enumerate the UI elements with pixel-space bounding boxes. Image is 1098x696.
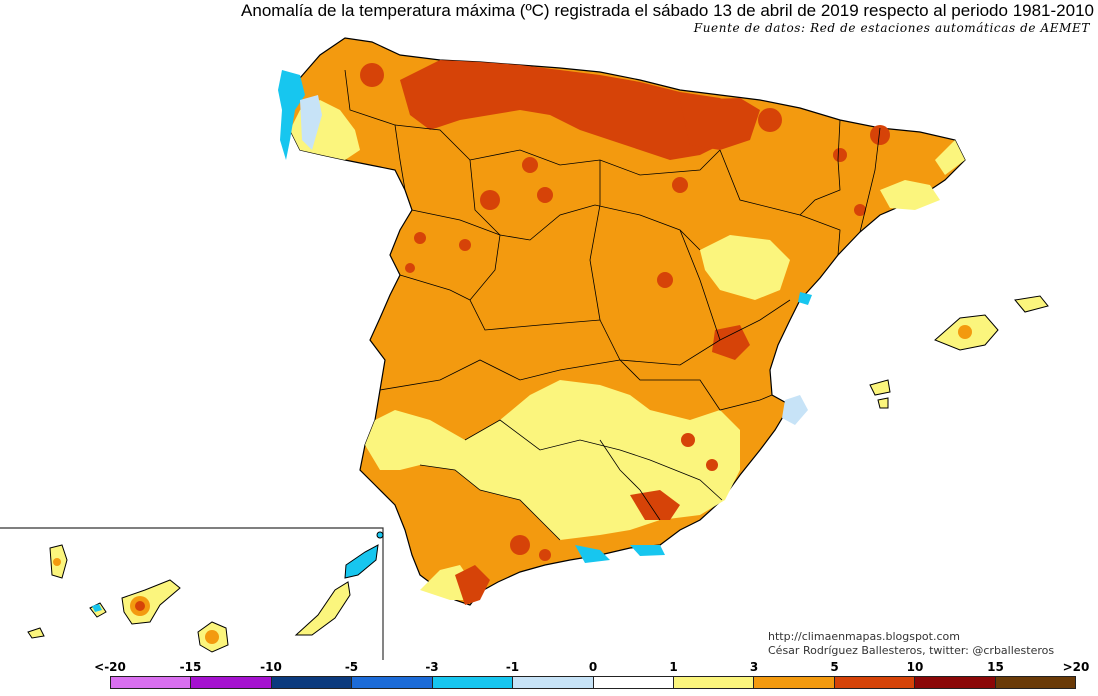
map-subtitle: Fuente de datos: Red de estaciones autom… xyxy=(693,21,1090,35)
credits: http://climaenmapas.blogspot.com César R… xyxy=(768,630,1054,658)
legend-label: -5 xyxy=(344,660,359,674)
legend-swatch-11 xyxy=(995,677,1076,688)
legend-labels: <-20 -15 -10 -5 -3 -1 0 1 3 5 10 15 >20 xyxy=(0,660,1098,674)
anomaly-zone-5-10 xyxy=(360,60,890,605)
legend-swatch-9 xyxy=(834,677,916,688)
canary-islands xyxy=(27,531,384,653)
legend-swatch-10 xyxy=(915,677,996,688)
legend-swatch-6 xyxy=(593,677,674,688)
legend-label: -1 xyxy=(505,660,520,674)
legend-swatch-7 xyxy=(673,677,755,688)
credits-author: César Rodríguez Ballesteros, twitter: @c… xyxy=(768,644,1055,657)
anomaly-zone-slight-negative xyxy=(300,95,808,425)
legend-label: -3 xyxy=(425,660,439,674)
legend-label: 15 xyxy=(987,660,1004,674)
legend-swatch-4 xyxy=(432,677,514,688)
legend-label: 0 xyxy=(588,660,598,674)
canary-inset-frame xyxy=(0,527,384,660)
legend-swatch-0 xyxy=(111,677,192,688)
legend-swatch-2 xyxy=(271,677,353,688)
map-title: Anomalía de la temperatura máxima (ºC) r… xyxy=(241,1,1094,20)
legend-label: 3 xyxy=(749,660,759,674)
legend-colorbar xyxy=(110,676,1076,689)
legend-swatch-1 xyxy=(191,677,272,688)
legend-label: 1 xyxy=(669,660,678,674)
province-borders xyxy=(344,69,881,541)
legend-swatch-5 xyxy=(513,677,594,688)
legend-label: -10 xyxy=(260,660,282,674)
balearic-islands xyxy=(869,295,1049,409)
legend-label: <-20 xyxy=(94,660,126,674)
anomaly-zone-negative xyxy=(278,70,812,563)
anomaly-map xyxy=(0,37,1049,660)
legend-label: 5 xyxy=(830,660,839,674)
legend-swatch-3 xyxy=(352,677,433,688)
legend-label: >20 xyxy=(1062,660,1090,674)
credits-url[interactable]: http://climaenmapas.blogspot.com xyxy=(768,630,960,643)
legend-swatch-8 xyxy=(754,677,835,688)
legend-label: -15 xyxy=(179,660,202,674)
legend-label: 10 xyxy=(906,660,924,674)
